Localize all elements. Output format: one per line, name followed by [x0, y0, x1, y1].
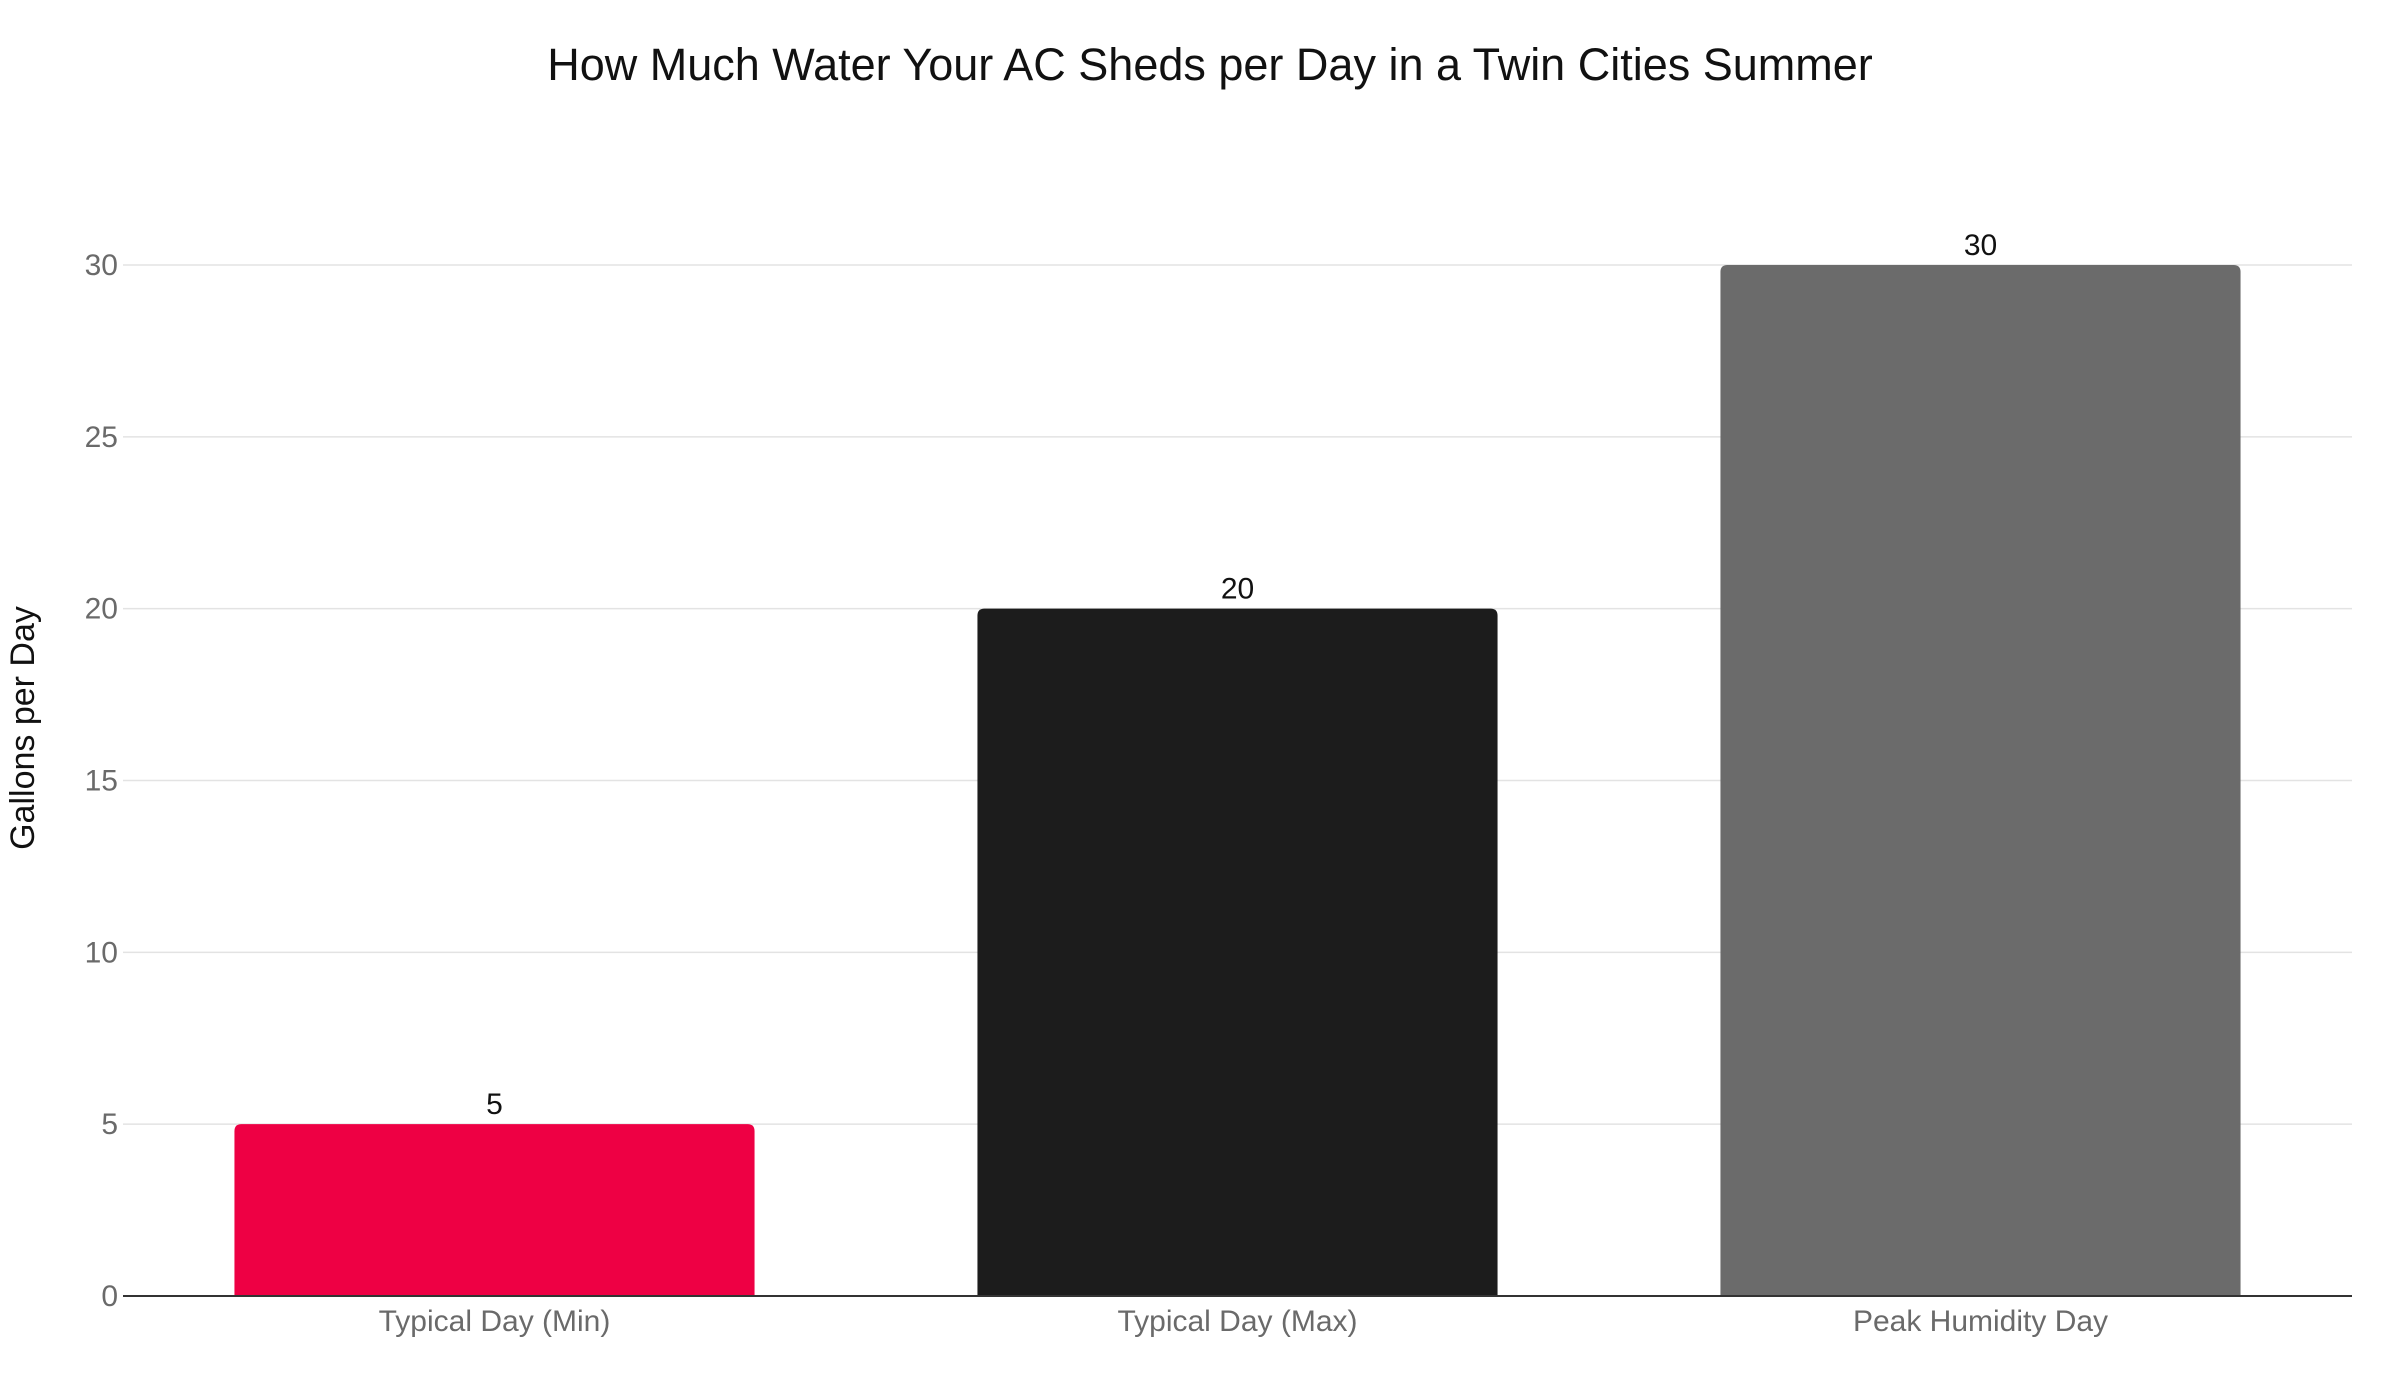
bar-typical-day-max	[977, 608, 1498, 1296]
y-tick-label-30: 30	[85, 249, 118, 282]
data-label-typical-day-max: 20	[1221, 573, 1254, 606]
y-tick-label-25: 25	[85, 421, 118, 454]
y-tick-label-0: 0	[101, 1280, 118, 1313]
data-label-peak-humidity-day: 30	[1964, 229, 1997, 262]
data-labels: 5 20 30	[486, 229, 1997, 1121]
y-tick-label-5: 5	[101, 1108, 118, 1141]
y-axis-ticks: 0 5 10 15 20 25 30	[85, 249, 118, 1313]
y-tick-label-15: 15	[85, 765, 118, 798]
y-tick-label-20: 20	[85, 593, 118, 626]
bar-typical-day-min	[234, 1124, 755, 1296]
y-tick-label-10: 10	[85, 936, 118, 969]
data-label-typical-day-min: 5	[486, 1088, 503, 1121]
x-axis-ticks: Typical Day (Min) Typical Day (Max) Peak H…	[379, 1305, 2108, 1338]
x-tick-label-peak-humidity-day: Peak Humidity Day	[1853, 1305, 2108, 1338]
y-axis-title: Gallons per Day	[4, 606, 42, 850]
x-tick-label-typical-day-min: Typical Day (Min)	[379, 1305, 611, 1338]
bars	[234, 265, 2241, 1296]
bar-peak-humidity-day	[1720, 265, 2241, 1296]
chart-title: How Much Water Your AC Sheds per Day in …	[547, 39, 1873, 90]
x-tick-label-typical-day-max: Typical Day (Max)	[1117, 1305, 1357, 1338]
